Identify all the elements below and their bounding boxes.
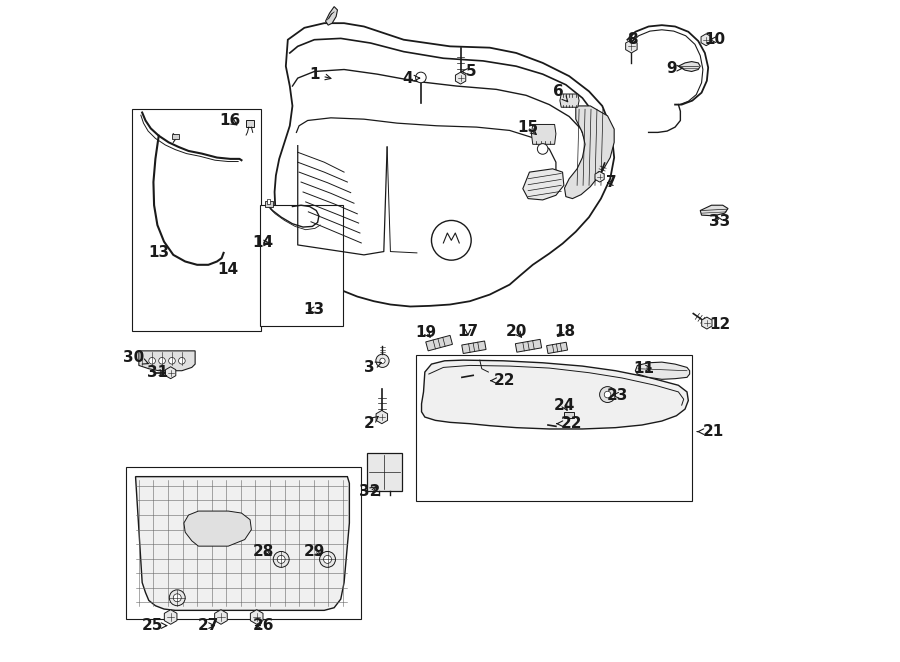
- Text: 25: 25: [141, 618, 166, 633]
- Polygon shape: [635, 362, 689, 379]
- Polygon shape: [421, 360, 688, 429]
- Polygon shape: [139, 351, 195, 371]
- Polygon shape: [172, 134, 178, 139]
- Polygon shape: [702, 317, 712, 329]
- Text: 6: 6: [554, 84, 568, 102]
- Polygon shape: [531, 124, 556, 144]
- Polygon shape: [250, 610, 263, 624]
- Polygon shape: [626, 40, 637, 53]
- Text: 22: 22: [557, 416, 582, 431]
- Text: 15: 15: [517, 120, 538, 134]
- Polygon shape: [274, 23, 614, 307]
- Circle shape: [380, 358, 385, 363]
- Text: 20: 20: [506, 324, 527, 339]
- Polygon shape: [564, 106, 614, 199]
- Circle shape: [537, 144, 548, 154]
- Polygon shape: [326, 7, 338, 25]
- Polygon shape: [426, 336, 453, 351]
- Polygon shape: [516, 340, 542, 352]
- Polygon shape: [267, 199, 270, 204]
- Text: 5: 5: [462, 64, 476, 79]
- Text: 29: 29: [303, 544, 325, 559]
- Polygon shape: [700, 205, 728, 216]
- Polygon shape: [165, 610, 177, 624]
- Bar: [367, 453, 401, 491]
- Text: 17: 17: [457, 324, 479, 338]
- Circle shape: [604, 391, 611, 398]
- Text: 13: 13: [148, 246, 169, 260]
- Bar: [132, 109, 261, 331]
- Text: 1: 1: [309, 67, 331, 81]
- Text: 32: 32: [359, 484, 381, 498]
- Text: 7: 7: [607, 175, 616, 190]
- Text: 8: 8: [626, 32, 637, 47]
- Circle shape: [168, 357, 176, 364]
- Circle shape: [148, 357, 156, 364]
- Text: 23: 23: [607, 388, 628, 402]
- Bar: [260, 205, 343, 326]
- Polygon shape: [136, 477, 349, 610]
- Polygon shape: [462, 341, 486, 354]
- Text: 33: 33: [709, 214, 731, 229]
- Circle shape: [416, 72, 427, 83]
- Circle shape: [277, 555, 285, 563]
- Text: 18: 18: [554, 324, 575, 338]
- Text: 14: 14: [218, 262, 238, 277]
- Polygon shape: [265, 201, 273, 207]
- Polygon shape: [246, 120, 254, 127]
- Text: 28: 28: [253, 544, 274, 559]
- Text: 27: 27: [198, 618, 219, 633]
- Bar: [126, 467, 361, 619]
- Polygon shape: [595, 171, 604, 182]
- Text: 30: 30: [123, 350, 148, 365]
- Polygon shape: [679, 62, 700, 71]
- Polygon shape: [184, 511, 251, 546]
- Text: 22: 22: [491, 373, 516, 388]
- Circle shape: [376, 354, 389, 367]
- Polygon shape: [376, 410, 388, 424]
- Circle shape: [158, 357, 166, 364]
- Text: 11: 11: [634, 361, 654, 375]
- Text: 13: 13: [303, 303, 325, 317]
- Circle shape: [169, 590, 185, 606]
- Text: 19: 19: [416, 325, 436, 340]
- Polygon shape: [166, 367, 176, 379]
- Circle shape: [274, 551, 289, 567]
- Polygon shape: [564, 412, 574, 418]
- Polygon shape: [523, 169, 564, 200]
- Circle shape: [320, 551, 336, 567]
- Polygon shape: [455, 72, 466, 84]
- Text: 31: 31: [147, 365, 168, 380]
- Circle shape: [599, 387, 616, 402]
- Text: 10: 10: [704, 32, 725, 47]
- Polygon shape: [701, 34, 711, 46]
- Text: 16: 16: [220, 113, 241, 128]
- Text: 2: 2: [364, 416, 378, 431]
- Text: 24: 24: [554, 399, 575, 413]
- Text: 21: 21: [698, 424, 724, 439]
- Text: 9: 9: [667, 61, 683, 75]
- Circle shape: [324, 555, 331, 563]
- Bar: [416, 355, 692, 501]
- Circle shape: [174, 594, 181, 602]
- Polygon shape: [560, 94, 579, 107]
- Circle shape: [431, 220, 472, 260]
- Text: 3: 3: [364, 360, 382, 375]
- Polygon shape: [546, 342, 568, 354]
- Polygon shape: [214, 610, 228, 624]
- Text: 14: 14: [253, 236, 274, 250]
- Text: 12: 12: [709, 317, 731, 332]
- Text: 26: 26: [253, 618, 274, 633]
- Text: 4: 4: [402, 71, 419, 85]
- Circle shape: [178, 357, 185, 364]
